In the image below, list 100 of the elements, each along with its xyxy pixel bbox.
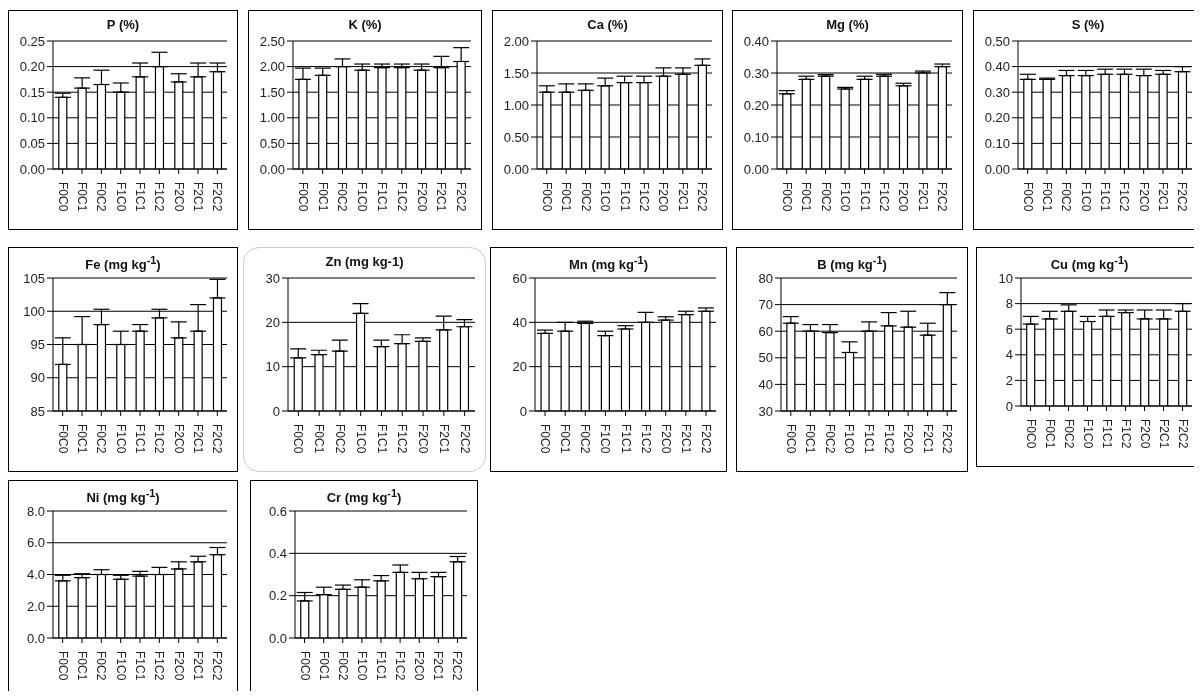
x-tick-label: F2C2 bbox=[1175, 182, 1190, 212]
y-tick-label: 0.15 bbox=[19, 84, 45, 100]
y-tick-label: 2.50 bbox=[259, 33, 285, 49]
y-tick-label: 6 bbox=[1005, 321, 1013, 337]
chart-title: K (%) bbox=[347, 17, 383, 34]
x-tick-label: F0C0 bbox=[55, 651, 70, 681]
y-tick-label: 0.40 bbox=[984, 59, 1010, 75]
x-tick-label: F0C1 bbox=[1040, 182, 1054, 212]
y-tick-label: 0.30 bbox=[743, 65, 769, 81]
x-tick-label: F1C2 bbox=[393, 651, 408, 681]
x-tick-label: F0C1 bbox=[75, 424, 89, 454]
x-tick-label: F0C0 bbox=[538, 424, 553, 454]
x-tick-label: F0C1 bbox=[558, 424, 573, 454]
y-tick-label: 0.6 bbox=[268, 503, 287, 519]
x-tick-label: F0C1 bbox=[315, 182, 330, 212]
x-tick-label: F2C0 bbox=[412, 651, 427, 681]
x-tick-label: F1C0 bbox=[1080, 419, 1095, 449]
x-tick-label: F1C2 bbox=[1118, 419, 1133, 449]
x-tick-label: F1C1 bbox=[1098, 182, 1112, 212]
x-tick-label: F2C0 bbox=[896, 182, 911, 212]
y-tick-label: 1.50 bbox=[259, 84, 285, 100]
x-tick-label: F0C0 bbox=[539, 182, 554, 212]
y-tick-label: 50 bbox=[758, 350, 773, 366]
x-tick-label: F2C2 bbox=[454, 182, 469, 212]
x-tick-label: F0C1 bbox=[75, 182, 89, 212]
y-tick-label: 0.2 bbox=[268, 588, 287, 604]
chart-title: B (mg kg$^{-1}$) bbox=[816, 254, 888, 273]
x-tick-label: F1C1 bbox=[862, 424, 876, 454]
x-tick-label: F2C1 bbox=[1156, 419, 1171, 449]
y-tick-label: 0.10 bbox=[19, 110, 45, 126]
chart-title: Cu (mg kg$^{-1}$) bbox=[1049, 254, 1130, 273]
x-tick-label: F1C1 bbox=[374, 651, 388, 681]
x-tick-label: F0C0 bbox=[55, 182, 70, 212]
x-tick-label: F1C0 bbox=[842, 424, 857, 454]
x-tick-label: F1C2 bbox=[1117, 182, 1132, 212]
y-tick-label: 70 bbox=[758, 297, 773, 313]
x-tick-label: F2C0 bbox=[414, 182, 429, 212]
chart-title: Mg (%) bbox=[825, 17, 870, 34]
x-tick-label: F0C0 bbox=[1020, 182, 1035, 212]
x-tick-label: F0C2 bbox=[578, 182, 593, 212]
x-tick-label: F2C0 bbox=[901, 424, 916, 454]
x-tick-label: F2C0 bbox=[658, 424, 673, 454]
y-tick-label: 2.00 bbox=[259, 59, 285, 75]
x-tick-label: F2C1 bbox=[678, 424, 693, 454]
chart-title: Zn (mg kg-1) bbox=[324, 254, 405, 271]
x-tick-label: F0C2 bbox=[94, 424, 109, 454]
y-tick-label: 0.00 bbox=[19, 161, 45, 177]
x-tick-label: F2C1 bbox=[1156, 182, 1170, 212]
x-tick-label: F1C2 bbox=[152, 182, 167, 212]
x-tick-label: F1C2 bbox=[152, 651, 167, 681]
x-tick-label: F1C1 bbox=[133, 182, 147, 212]
x-tick-label: F2C2 bbox=[1175, 419, 1190, 449]
y-tick-label: 40 bbox=[512, 314, 527, 330]
y-tick-label: 0.50 bbox=[259, 136, 285, 152]
y-tick-label: 2.0 bbox=[26, 598, 45, 614]
x-tick-label: F2C0 bbox=[171, 182, 186, 212]
chart-title: Mn (mg kg$^{-1}$) bbox=[568, 254, 649, 273]
x-tick-label: F0C0 bbox=[291, 424, 306, 454]
x-tick-label: F0C2 bbox=[94, 651, 109, 681]
x-tick-label: F1C2 bbox=[636, 182, 651, 212]
y-tick-label: 0 bbox=[1005, 398, 1013, 414]
x-tick-label: F0C1 bbox=[312, 424, 327, 454]
x-tick-label: F1C2 bbox=[395, 424, 410, 454]
x-tick-label: F1C1 bbox=[374, 424, 389, 454]
x-tick-label: F0C0 bbox=[1023, 419, 1038, 449]
y-tick-label: 0.20 bbox=[19, 59, 45, 75]
y-tick-label: 0.25 bbox=[19, 33, 45, 49]
y-tick-label: 8.0 bbox=[26, 503, 45, 519]
y-tick-label: 105 bbox=[23, 270, 45, 286]
x-tick-label: F0C2 bbox=[1061, 419, 1076, 449]
x-tick-label: F1C0 bbox=[838, 182, 853, 212]
y-tick-label: 95 bbox=[30, 337, 45, 353]
x-tick-label: F2C1 bbox=[191, 424, 205, 454]
x-tick-label: F1C0 bbox=[355, 182, 370, 212]
x-tick-label: F1C0 bbox=[113, 424, 128, 454]
x-tick-label: F0C2 bbox=[822, 424, 837, 454]
x-tick-label: F1C1 bbox=[617, 182, 632, 212]
y-tick-label: 100 bbox=[23, 303, 45, 319]
y-tick-label: 0.10 bbox=[743, 129, 769, 145]
x-tick-label: F1C1 bbox=[375, 182, 389, 212]
y-tick-label: 6.0 bbox=[26, 535, 45, 551]
y-tick-label: 0.00 bbox=[984, 161, 1010, 177]
x-tick-label: F1C2 bbox=[881, 424, 896, 454]
y-tick-label: 20 bbox=[265, 314, 280, 330]
y-tick-label: 60 bbox=[758, 323, 773, 339]
x-tick-label: F1C0 bbox=[113, 182, 128, 212]
x-tick-label: F2C1 bbox=[675, 182, 690, 212]
y-tick-label: 1.50 bbox=[503, 65, 529, 81]
y-tick-label: 0 bbox=[519, 403, 527, 419]
y-tick-label: 40 bbox=[758, 377, 773, 393]
x-tick-label: F2C0 bbox=[1136, 182, 1151, 212]
x-tick-label: F0C0 bbox=[297, 651, 312, 681]
x-tick-label: F2C2 bbox=[695, 182, 710, 212]
x-tick-label: F1C2 bbox=[638, 424, 653, 454]
y-tick-label: 0 bbox=[272, 403, 280, 419]
x-tick-label: F1C0 bbox=[598, 182, 613, 212]
x-tick-label: F0C1 bbox=[1042, 419, 1057, 449]
y-tick-label: 0.50 bbox=[503, 129, 529, 145]
y-tick-label: 0.0 bbox=[26, 630, 45, 646]
chart-title: Cr (mg kg$^{-1}$) bbox=[325, 487, 403, 506]
